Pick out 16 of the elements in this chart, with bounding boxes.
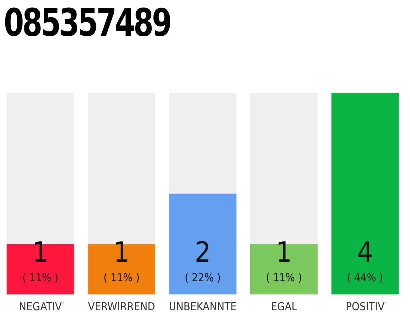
chart-title: 085357489 bbox=[4, 0, 171, 46]
annotation: ( 22% ) bbox=[184, 272, 222, 285]
x-tick-label: UNBEKANNTE bbox=[169, 300, 237, 314]
data-label: 4 bbox=[357, 236, 374, 270]
annotation: ( 44% ) bbox=[347, 272, 384, 285]
x-tick-label: VERWIRREND bbox=[88, 300, 156, 314]
data-label: 1 bbox=[276, 236, 292, 270]
annotation: ( 11% ) bbox=[104, 272, 140, 285]
x-tick-label: NEGATIV bbox=[19, 300, 62, 314]
data-label: 2 bbox=[194, 236, 212, 270]
data-label: 1 bbox=[114, 236, 130, 270]
data-label: 1 bbox=[32, 236, 49, 270]
x-tick-label: EGAL bbox=[271, 300, 298, 314]
x-tick-label: POSITIV bbox=[346, 300, 385, 314]
annotation: ( 11% ) bbox=[22, 272, 59, 285]
annotation: ( 11% ) bbox=[266, 272, 302, 285]
